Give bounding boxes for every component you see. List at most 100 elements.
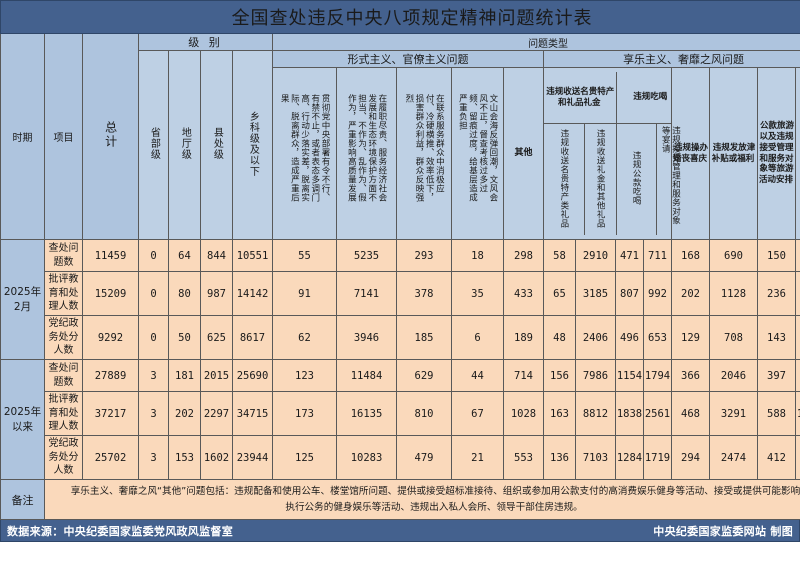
cell-hedonism: 690 <box>709 239 758 272</box>
cell-hedonism: 1154 <box>615 359 644 392</box>
cell-hedonism: 136 <box>543 435 576 480</box>
cell-hedonism: 1128 <box>709 271 758 316</box>
cell-formalism: 10283 <box>336 435 397 480</box>
cell-formalism-other: 189 <box>503 315 544 360</box>
cell-formalism: 11484 <box>336 359 397 392</box>
col-header-public-funded-travel: 公款旅游以及违规接受管理和服务对象等旅游活动安排 <box>757 67 796 240</box>
cell-level: 3 <box>138 435 169 480</box>
row-label: 查处问题数 <box>44 239 83 272</box>
cell-formalism: 810 <box>396 391 452 436</box>
cell-hedonism: 150 <box>757 239 796 272</box>
cell-formalism: 7141 <box>336 271 397 316</box>
cell-hedonism: 156 <box>543 359 576 392</box>
cell-hedonism: 129 <box>671 315 710 360</box>
cell-hedonism: 143 <box>757 315 796 360</box>
col-header-total-label: 总计 <box>103 121 118 149</box>
cell-level: 181 <box>168 359 201 392</box>
cell-hedonism: 3185 <box>575 271 616 316</box>
period-label-2025-ytd: 2025年以来 <box>0 359 45 480</box>
cell-level: 14142 <box>232 271 273 316</box>
cell-hedonism-other: 1283 <box>794 391 800 436</box>
cell-formalism: 479 <box>396 435 452 480</box>
cell-hedonism: 7986 <box>575 359 616 392</box>
cell-hedonism: 2406 <box>575 315 616 360</box>
cell-formalism: 185 <box>396 315 452 360</box>
cell-formalism: 62 <box>272 315 337 360</box>
row-label: 批评教育和处理人数 <box>44 271 83 316</box>
cell-formalism: 378 <box>396 271 452 316</box>
col-header-formalism-3: 文山会海反弹回潮，文风会风不正，督查考核过多过频、留痕过度，给基层造成严重负担 <box>451 67 504 240</box>
cell-level: 23944 <box>232 435 273 480</box>
row-label: 查处问题数 <box>44 359 83 392</box>
cell-total: 9292 <box>82 315 139 360</box>
cell-level: 3 <box>138 359 169 392</box>
cell-level: 625 <box>200 315 233 360</box>
statistics-table: 全国查处违反中央八项规定精神问题统计表 时期 项目 总计 级 别 问题类型 省部… <box>0 0 800 520</box>
cell-level: 2297 <box>200 391 233 436</box>
period-label-2025-02: 2025年2月 <box>0 239 45 360</box>
col-header-formalism-0: 贯彻党中央部署有令不行、有禁不止，或者表态多调门高、行动少落实差，脱离实际、脱离… <box>272 67 337 240</box>
col-header-gift-specialty: 违规收送名贵特产类礼品 <box>544 123 585 236</box>
cell-formalism-other: 1028 <box>503 391 544 436</box>
cell-hedonism: 366 <box>671 359 710 392</box>
table-row: 2025年以来 查处问题数 27889 3 181 2015 25690 123… <box>0 359 800 480</box>
cell-hedonism: 992 <box>643 271 672 316</box>
cell-level: 80 <box>168 271 201 316</box>
cell-level: 34715 <box>232 391 273 436</box>
hedonism-nested-block: 违规收送名贵特产和礼品礼金 违规吃喝 违规收送名贵特产类礼品 违规收送礼金和其他… <box>543 67 685 240</box>
col-group-hedonism: 享乐主义、奢靡之风问题 <box>542 50 800 68</box>
cell-level: 844 <box>200 239 233 272</box>
cell-hedonism-other: 516 <box>794 271 800 316</box>
col-header-total: 总计 <box>82 33 139 240</box>
cell-level: 1602 <box>200 435 233 480</box>
remark-row: 备注 享乐主义、奢靡之风“其他”问题包括：违规配备和使用公车、楼堂馆所问题、提供… <box>0 479 800 520</box>
cell-level: 0 <box>138 315 169 360</box>
col-group-level: 级 别 <box>138 33 273 51</box>
cell-formalism: 18 <box>451 239 504 272</box>
cell-formalism: 55 <box>272 239 337 272</box>
cell-hedonism: 163 <box>543 391 576 436</box>
cell-hedonism: 1284 <box>615 435 644 480</box>
cell-hedonism-other: 402 <box>794 239 800 272</box>
cell-hedonism: 2561 <box>643 391 672 436</box>
table-row: 2025年2月 查处问题数 11459 0 64 844 10551 55 52… <box>0 239 800 360</box>
col-header-formalism-2: 在联系服务群众中消极应付、冷硬横推、效率低下，损害群众利益，群众反映强烈 <box>396 67 452 240</box>
cell-formalism: 91 <box>272 271 337 316</box>
cell-hedonism: 202 <box>671 271 710 316</box>
cell-level: 0 <box>138 271 169 316</box>
cell-level: 50 <box>168 315 201 360</box>
table-row: 党纪政务处分人数 9292 0 50 625 8617 62 3946 185 … <box>1 315 800 360</box>
header-row-subgroups: 省部级 地厅级 县处级 乡科级及以下 形式主义、官僚主义问题 享乐主义、奢靡之风… <box>1 50 800 240</box>
col-header-allowances: 违规发放津补贴或福利 <box>709 67 758 240</box>
cell-formalism: 21 <box>451 435 504 480</box>
cell-formalism: 3946 <box>336 315 397 360</box>
cell-hedonism: 397 <box>757 359 796 392</box>
cell-total: 27889 <box>82 359 139 392</box>
cell-hedonism: 236 <box>757 271 796 316</box>
cell-formalism: 173 <box>272 391 337 436</box>
cell-hedonism: 471 <box>615 239 644 272</box>
cell-hedonism: 807 <box>615 271 644 316</box>
cell-level: 64 <box>168 239 201 272</box>
cell-hedonism: 3291 <box>709 391 758 436</box>
cell-formalism: 6 <box>451 315 504 360</box>
cell-level: 987 <box>200 271 233 316</box>
header-row-leaves: 贯彻党中央部署有令不行、有禁不止，或者表态多调门高、行动少落实差，脱离实际、脱离… <box>1 67 800 240</box>
cell-hedonism: 2474 <box>709 435 758 480</box>
col-header-public-funded-dining: 违规公款吃喝 <box>615 123 657 236</box>
cell-hedonism: 1794 <box>643 359 672 392</box>
cell-hedonism: 48 <box>543 315 576 360</box>
cell-hedonism: 653 <box>643 315 672 360</box>
col-header-formalism-1: 在履职尽责、服务经济社会发展和生态环境保护方面不担当、不作为、乱作为、假作为，严… <box>336 67 397 240</box>
cell-formalism: 16135 <box>336 391 397 436</box>
cell-hedonism: 2046 <box>709 359 758 392</box>
cell-formalism: 125 <box>272 435 337 480</box>
table-row: 批评教育和处理人数 37217 3 202 2297 34715 173 161… <box>1 391 800 436</box>
credit-label: 中央纪委国家监委网站 制图 <box>653 524 793 538</box>
page-title: 全国查处违反中央八项规定精神问题统计表 <box>0 0 800 34</box>
cell-level: 3 <box>138 391 169 436</box>
row-label: 党纪政务处分人数 <box>44 435 83 480</box>
cell-formalism: 293 <box>396 239 452 272</box>
title-row: 全国查处违反中央八项规定精神问题统计表 <box>0 0 800 34</box>
